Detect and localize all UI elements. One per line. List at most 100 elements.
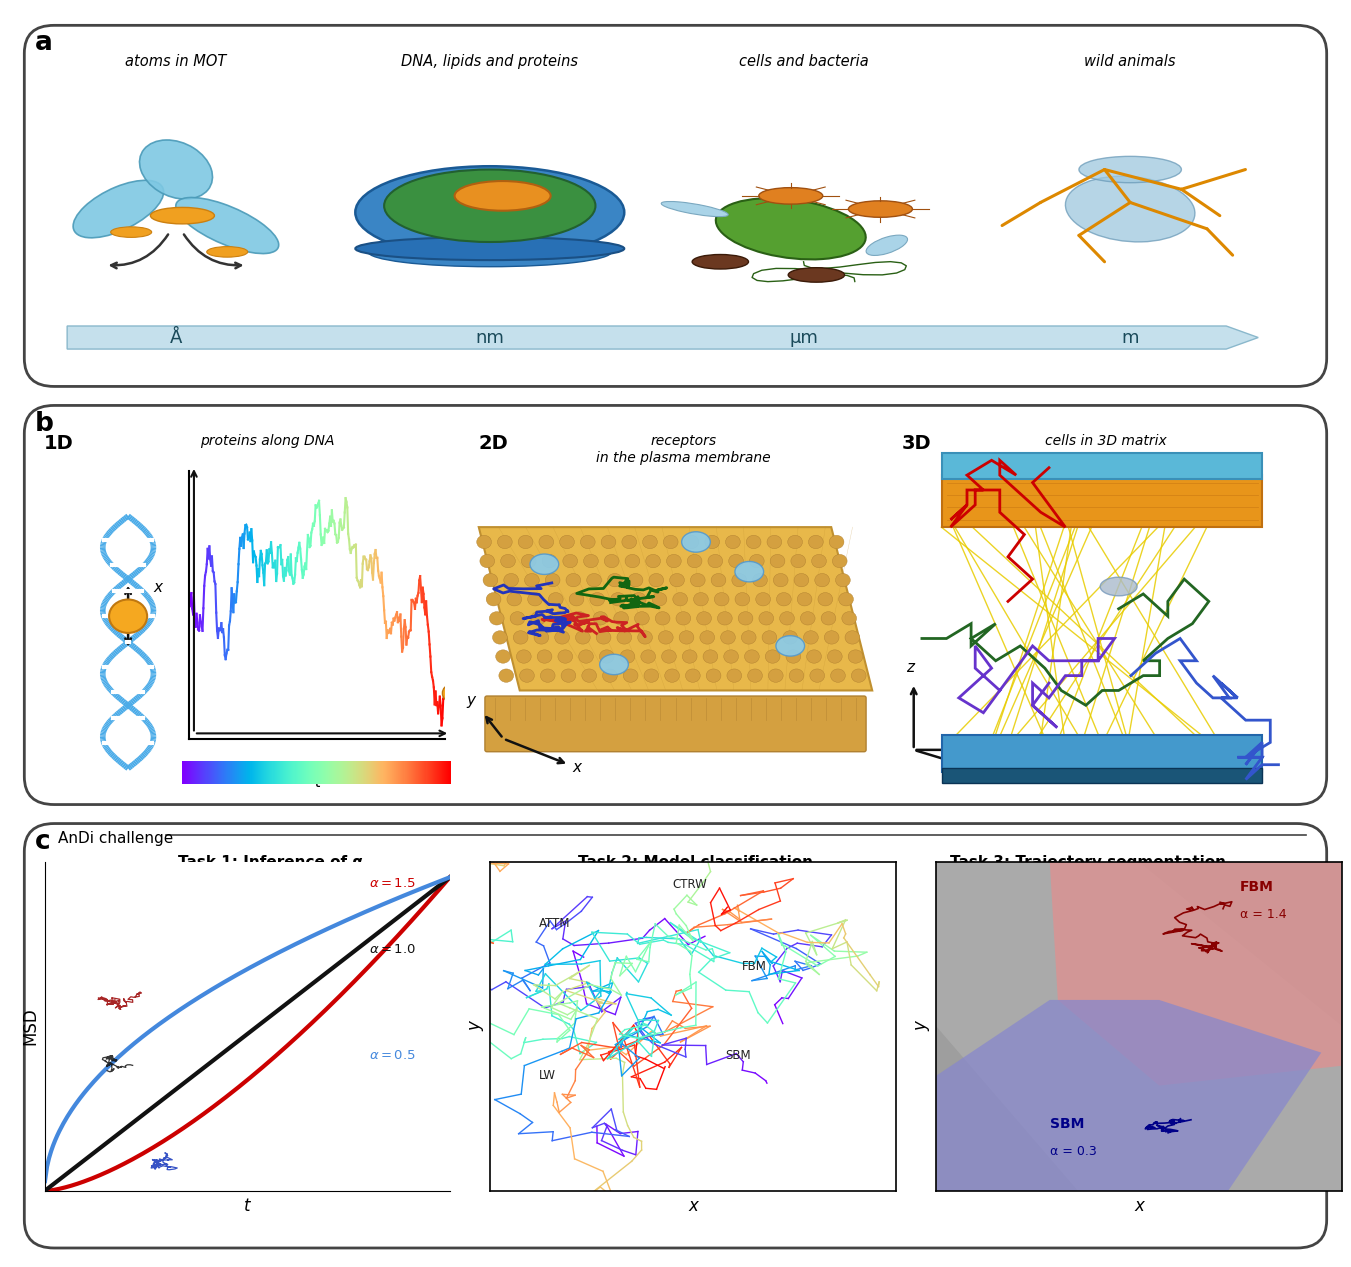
Circle shape (812, 555, 827, 568)
Circle shape (670, 574, 685, 587)
Circle shape (655, 612, 670, 625)
Ellipse shape (176, 198, 278, 253)
Circle shape (513, 631, 528, 644)
Circle shape (759, 612, 774, 625)
Circle shape (809, 669, 824, 683)
Circle shape (538, 650, 553, 663)
Circle shape (697, 612, 712, 625)
Circle shape (590, 593, 605, 606)
Circle shape (769, 669, 784, 683)
Circle shape (635, 612, 650, 625)
FancyBboxPatch shape (24, 405, 1327, 805)
Polygon shape (478, 527, 873, 691)
Circle shape (516, 650, 531, 663)
Circle shape (747, 669, 762, 683)
Circle shape (715, 593, 730, 606)
Ellipse shape (355, 237, 624, 260)
Circle shape (658, 631, 673, 644)
Text: nm: nm (476, 328, 504, 347)
Polygon shape (943, 452, 1262, 479)
X-axis label: t: t (245, 1196, 250, 1215)
Text: α = 0.3: α = 0.3 (1050, 1145, 1097, 1158)
Ellipse shape (73, 180, 163, 238)
Circle shape (569, 593, 584, 606)
Circle shape (207, 247, 247, 257)
Circle shape (708, 555, 723, 568)
Circle shape (680, 631, 694, 644)
Text: $\alpha = 1.5$: $\alpha = 1.5$ (369, 877, 416, 889)
Text: atoms in MOT: atoms in MOT (126, 54, 227, 70)
Circle shape (531, 612, 546, 625)
Circle shape (700, 631, 715, 644)
Text: cells in 3D matrix: cells in 3D matrix (1046, 435, 1167, 449)
Text: Task 1: Inference of α: Task 1: Inference of α (178, 855, 362, 870)
Circle shape (688, 555, 703, 568)
Circle shape (762, 631, 777, 644)
Ellipse shape (384, 170, 596, 242)
Circle shape (620, 650, 635, 663)
Text: $\alpha = 1.0$: $\alpha = 1.0$ (369, 943, 416, 955)
Circle shape (603, 669, 617, 683)
Circle shape (542, 555, 557, 568)
Circle shape (744, 650, 759, 663)
Circle shape (824, 631, 839, 644)
Circle shape (676, 612, 690, 625)
Circle shape (815, 574, 830, 587)
Circle shape (586, 574, 601, 587)
Circle shape (839, 593, 854, 606)
Text: DNA, lipids and proteins: DNA, lipids and proteins (401, 54, 578, 70)
Circle shape (746, 535, 761, 549)
X-axis label: x: x (1133, 1196, 1144, 1215)
Circle shape (842, 612, 857, 625)
Circle shape (693, 593, 708, 606)
Circle shape (705, 535, 720, 549)
Circle shape (830, 535, 844, 549)
Ellipse shape (682, 532, 711, 552)
Circle shape (800, 612, 815, 625)
Circle shape (534, 631, 549, 644)
Circle shape (608, 574, 623, 587)
Text: 2D: 2D (478, 435, 508, 454)
Circle shape (773, 574, 788, 587)
FancyBboxPatch shape (485, 696, 866, 751)
Circle shape (663, 535, 678, 549)
Circle shape (576, 631, 590, 644)
Circle shape (770, 555, 785, 568)
Circle shape (566, 574, 581, 587)
Text: α = 1.4: α = 1.4 (1240, 907, 1288, 921)
Circle shape (662, 650, 677, 663)
Polygon shape (943, 768, 1262, 783)
Circle shape (497, 535, 512, 549)
Circle shape (684, 535, 698, 549)
Circle shape (507, 593, 521, 606)
Circle shape (788, 267, 844, 283)
Ellipse shape (775, 636, 805, 656)
Circle shape (546, 574, 561, 587)
Text: x: x (971, 760, 979, 775)
Circle shape (582, 669, 597, 683)
Text: b: b (35, 411, 54, 437)
Circle shape (604, 555, 619, 568)
Circle shape (561, 669, 576, 683)
Polygon shape (936, 1000, 1321, 1191)
Polygon shape (943, 735, 1262, 772)
Circle shape (109, 599, 147, 634)
Circle shape (520, 669, 535, 683)
Circle shape (640, 650, 655, 663)
FancyBboxPatch shape (24, 25, 1327, 386)
Circle shape (673, 593, 688, 606)
Circle shape (788, 535, 802, 549)
Circle shape (707, 669, 721, 683)
FancyArrow shape (68, 326, 1258, 350)
Circle shape (511, 612, 524, 625)
Ellipse shape (530, 554, 559, 574)
Circle shape (540, 669, 555, 683)
Circle shape (578, 650, 593, 663)
Text: SBM: SBM (725, 1049, 751, 1062)
Ellipse shape (139, 139, 212, 199)
Text: y: y (466, 693, 476, 708)
Circle shape (844, 631, 859, 644)
Text: z: z (905, 660, 913, 675)
Circle shape (638, 631, 653, 644)
Circle shape (759, 188, 823, 204)
